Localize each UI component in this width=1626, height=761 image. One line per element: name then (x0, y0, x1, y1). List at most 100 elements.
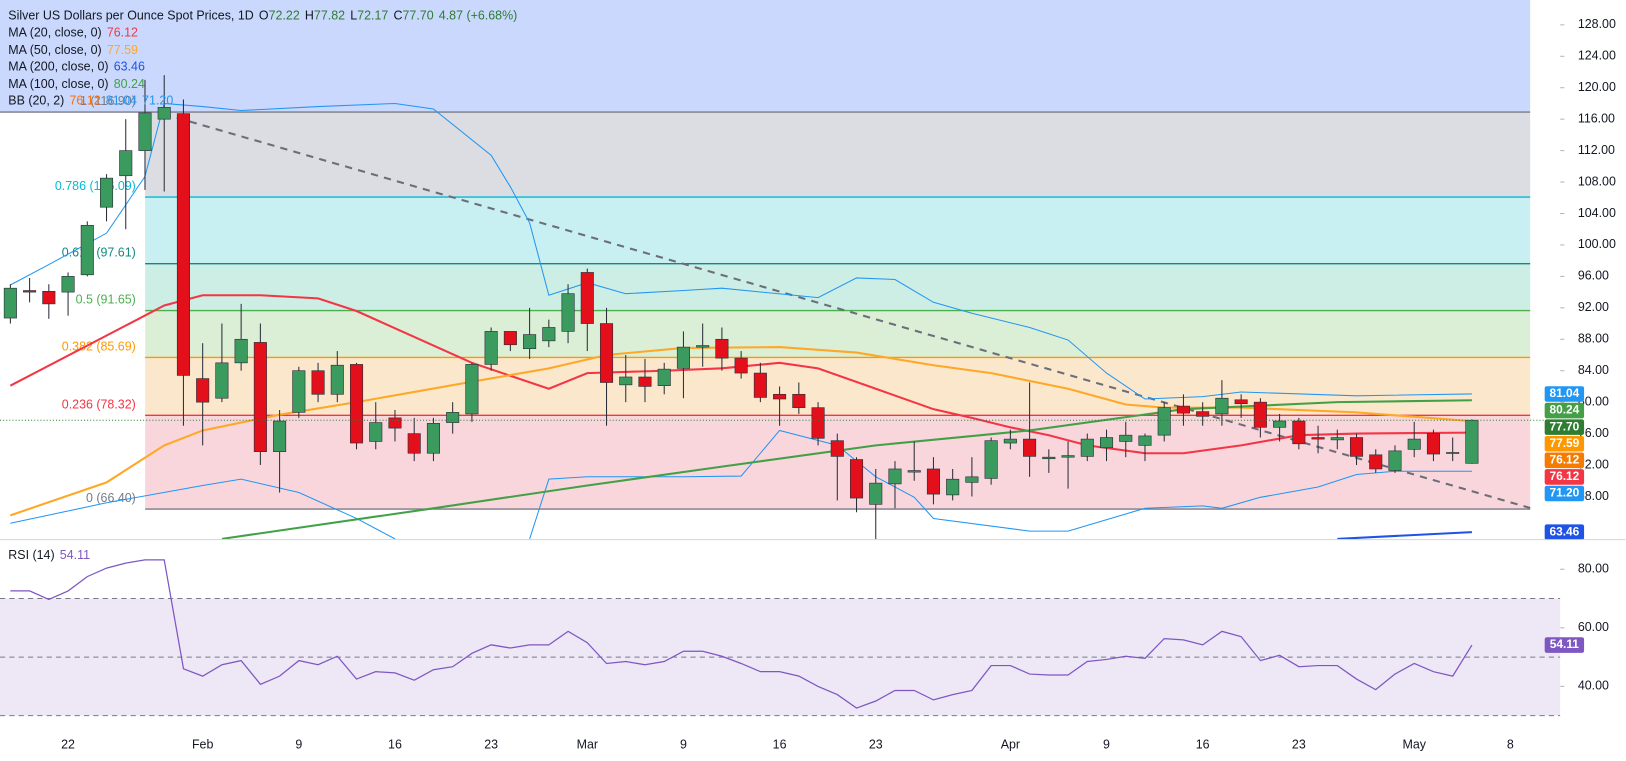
x-tick-label: 22 (61, 738, 75, 752)
candle-body (561, 293, 575, 332)
candle-body (426, 423, 440, 454)
price-label: 80.24 (1549, 403, 1579, 417)
price-label-box (1544, 435, 1585, 452)
ohlc-key: O (258, 8, 269, 23)
candle-body (926, 468, 940, 495)
fib-zone (145, 310, 1531, 358)
candle-body (1369, 454, 1383, 470)
x-tick-label: 9 (680, 738, 687, 752)
x-tick-label: 16 (388, 738, 402, 752)
price-label: 77.70 (1549, 419, 1579, 433)
y-tick-label: 108.00 (1578, 174, 1616, 188)
price-label-box (1544, 485, 1585, 502)
moving-average (221, 399, 1472, 540)
y-tick-label: 92.00 (1578, 300, 1609, 314)
fib-label: 1 (116.90) (80, 94, 136, 108)
y-tick-label: 124.00 (1578, 49, 1616, 63)
candle-body (1138, 435, 1152, 446)
y-tick-label: 72.00 (1578, 457, 1609, 471)
x-tick-label: 16 (773, 738, 787, 752)
legend-name: RSI (14) (8, 547, 55, 562)
fib-label: 0.236 (78.32) (62, 397, 136, 411)
candle-body (1407, 438, 1421, 450)
candle-body (657, 368, 671, 386)
axes: 128.00 124.00 120.00 116.00 112.00 108.00 104.… (61, 17, 1616, 752)
candle-body (503, 331, 517, 346)
x-tick-label: 23 (869, 738, 883, 752)
candle-body (407, 433, 421, 454)
legend-row: Silver US Dollars per Ounce Spot Prices,… (8, 7, 522, 24)
candle-body (1080, 438, 1094, 457)
candle-body (119, 150, 133, 177)
legend-name: MA (20, close, 0) (8, 25, 102, 40)
legend-value: 80.24 (113, 76, 145, 91)
fib-zone (145, 112, 1531, 198)
candle-body (484, 331, 498, 365)
candle-body (176, 113, 190, 376)
candle-body (388, 417, 402, 429)
candle-body (984, 440, 998, 479)
legend-value: 63.46 (113, 59, 145, 74)
candle-body (80, 224, 94, 276)
legend-row: MA (50, close, 0) 77.59 (8, 41, 522, 58)
candle-body (349, 364, 364, 444)
candle-body (1465, 419, 1479, 464)
price-label-box (1544, 419, 1585, 435)
candle-body (542, 327, 556, 342)
rsi-legend: RSI (14) 54.11 (8, 547, 95, 562)
price-label-box (1544, 452, 1585, 469)
rsi-value-box (1544, 637, 1585, 653)
fib-label: 0.382 (85.69) (62, 339, 136, 353)
candle-body (3, 287, 17, 319)
x-tick-label: 9 (1103, 738, 1110, 752)
x-tick-label: Apr (1001, 738, 1020, 752)
candle-body (1023, 438, 1037, 457)
legend-value: 76.12 (106, 25, 138, 40)
legend-value: 76.12 (69, 93, 101, 108)
candle-body (696, 345, 710, 348)
x-tick-label: 8 (1507, 738, 1514, 752)
legend-name: MA (200, close, 0) (8, 59, 109, 74)
legend-name: MA (50, close, 0) (8, 42, 102, 57)
candle-body (1003, 438, 1017, 444)
legend: Silver US Dollars per Ounce Spot Prices,… (8, 7, 522, 109)
candle-body (330, 364, 344, 395)
candle-body (1215, 397, 1229, 415)
candle-body (676, 346, 690, 369)
candle-body (1061, 455, 1075, 458)
price-label: 76.12 (1549, 469, 1579, 483)
candle-body (753, 372, 767, 398)
price-label-box (1544, 402, 1585, 419)
y-tick-label: 128.00 (1578, 17, 1616, 31)
candle-body (157, 107, 171, 120)
candle-body (446, 412, 460, 423)
legend-row: BB (20, 2) 76.12 81.04 71.20 (8, 92, 522, 109)
y-tick-label: 80.00 (1578, 394, 1609, 408)
ohlc-value: 77.82 (313, 8, 346, 23)
candle-body (1234, 399, 1248, 405)
x-tick-label: 23 (1292, 738, 1306, 752)
candle-body (99, 177, 114, 208)
candle-body (253, 342, 267, 452)
price-label: 63.46 (1549, 524, 1579, 538)
fib-label: 0.5 (91.65) (76, 292, 136, 306)
candle-body (638, 376, 652, 387)
y-tick-label: 84.00 (1578, 363, 1609, 377)
candle-body (1196, 411, 1210, 417)
candle-body (888, 468, 902, 485)
candle-body (830, 440, 844, 457)
price-label-box (1544, 469, 1585, 485)
ohlc-key: L (350, 8, 358, 23)
legend-row: MA (200, close, 0) 63.46 (8, 58, 522, 75)
y-tick-label: 100.00 (1578, 237, 1616, 251)
x-tick-label: Feb (192, 738, 214, 752)
candle-body (215, 362, 229, 399)
fib-top-zone (0, 0, 1531, 113)
candle-body (42, 291, 56, 305)
fib-label: 0.786 (106.09) (55, 179, 136, 193)
ohlc-key: H (304, 8, 314, 23)
candle-body (849, 459, 864, 499)
ohlc-value: 72.22 (268, 8, 300, 23)
